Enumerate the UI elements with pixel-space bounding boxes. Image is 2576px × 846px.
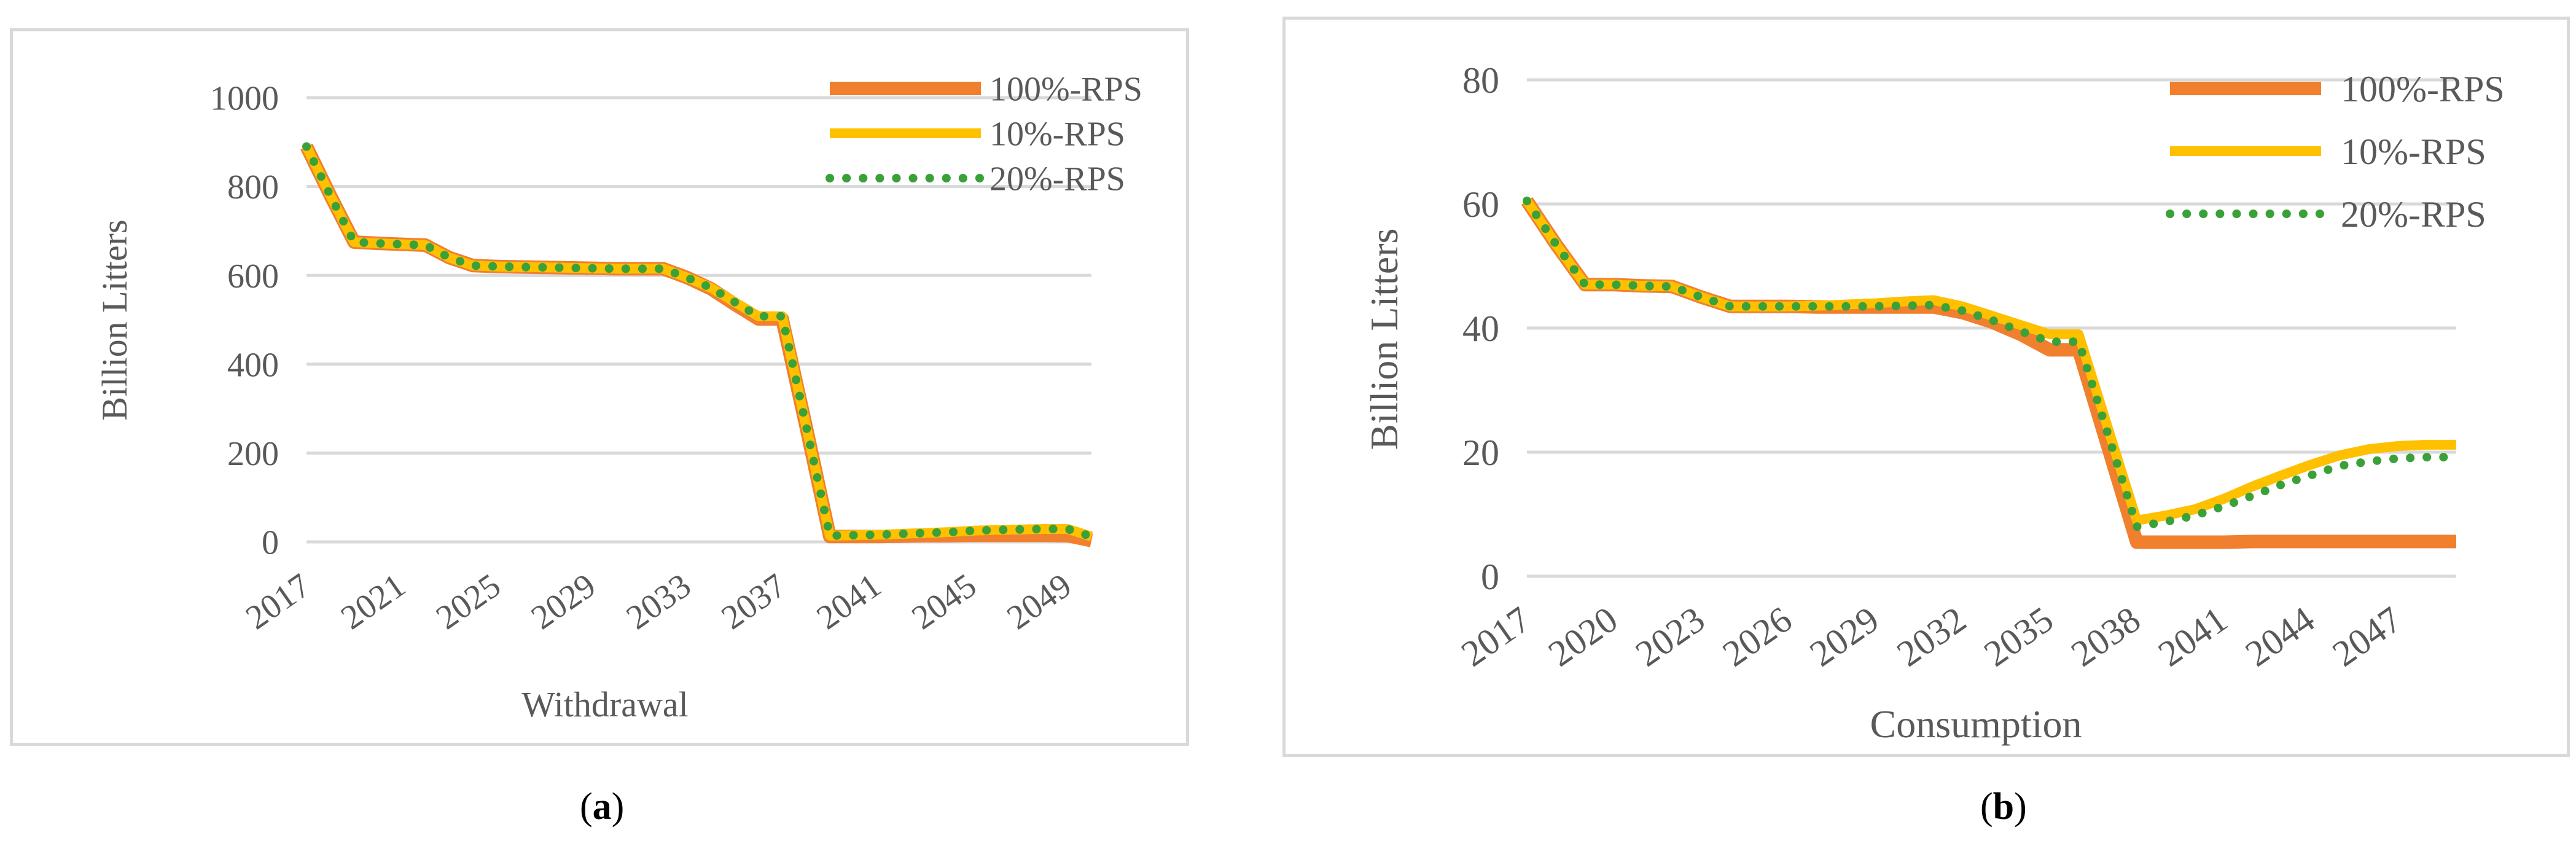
withdrawal-chart: 0 200 400 600 800 1000 2017 2021 2025 2029 2033 203… — [95, 71, 1142, 724]
x-tick-label: 2017 — [1454, 599, 1537, 675]
x-tick-label: 2032 — [1890, 599, 1973, 675]
y-tick-label: 0 — [1481, 557, 1499, 597]
y-tick-label: 0 — [262, 524, 279, 562]
y-tick-label: 80 — [1462, 60, 1499, 101]
caption-b-letter: b — [1992, 786, 2015, 828]
series-line-20pct-rps — [302, 142, 1096, 541]
legend-label: 100%-RPS — [989, 71, 1142, 109]
x-tick-label: 2020 — [1541, 599, 1625, 675]
legend-label: 10%-RPS — [2341, 131, 2486, 172]
x-tick-label: 2041 — [2151, 599, 2234, 675]
legend-label: 100%-RPS — [2341, 69, 2505, 109]
x-tick-label: 2023 — [1628, 599, 1712, 675]
y-tick-label: 40 — [1462, 308, 1499, 349]
x-axis-title: Consumption — [1870, 702, 2082, 746]
x-tick-label: 2045 — [905, 566, 983, 637]
x-tick-label: 2033 — [620, 566, 698, 637]
x-tick-label: 2017 — [239, 566, 317, 637]
x-axis-title: Withdrawal — [521, 684, 688, 724]
y-axis-title: Billion Litters — [95, 219, 135, 420]
x-tick-label: 2035 — [1977, 599, 2060, 675]
caption-a: (a) — [580, 786, 625, 828]
y-tick-label: 200 — [227, 435, 279, 473]
x-tick-label: 2021 — [334, 566, 412, 637]
consumption-chart: 0 20 40 60 80 2017 2020 2023 2026 2029 2032 2035 203… — [1362, 60, 2505, 746]
caption-b: (b) — [1980, 786, 2027, 828]
y-tick-label: 800 — [227, 168, 279, 206]
y-tick-label: 60 — [1462, 184, 1499, 225]
y-tick-label: 1000 — [210, 80, 279, 118]
x-tick-label: 2041 — [810, 566, 888, 637]
series-line-10pct-rps — [1523, 198, 2456, 526]
x-tick-label: 2029 — [525, 566, 603, 637]
chart-panel-consumption: 0 20 40 60 80 2017 2020 2023 2026 2029 2032 2035 203… — [1282, 17, 2570, 757]
y-tick-label: 400 — [227, 346, 279, 384]
y-tick-label: 600 — [227, 257, 279, 296]
x-tick-label: 2037 — [715, 566, 793, 637]
series-line-10pct-rps — [302, 144, 1093, 541]
caption-a-letter: a — [592, 786, 612, 828]
y-tick-label: 20 — [1462, 433, 1499, 473]
series-line-100pct-rps — [1521, 197, 2456, 549]
chart-panel-withdrawal: 0 200 400 600 800 1000 2017 2021 2025 2029 2033 203… — [10, 28, 1189, 746]
legend-label: 20%-RPS — [2341, 194, 2486, 235]
x-tick-label: 2047 — [2325, 599, 2409, 675]
y-axis-title: Billion Litters — [1362, 229, 1406, 450]
x-tick-label: 2029 — [1803, 599, 1886, 675]
x-tick-label: 2049 — [1000, 566, 1078, 637]
series-line-20pct-rps — [1523, 197, 2461, 531]
x-tick-label: 2044 — [2238, 599, 2322, 675]
legend-label: 20%-RPS — [989, 160, 1125, 198]
legend-label: 10%-RPS — [989, 116, 1125, 154]
x-tick-label: 2025 — [429, 566, 507, 637]
series-line-100pct-rps — [300, 143, 1093, 547]
x-tick-label: 2026 — [1715, 599, 1799, 675]
x-tick-label: 2038 — [2064, 599, 2147, 675]
